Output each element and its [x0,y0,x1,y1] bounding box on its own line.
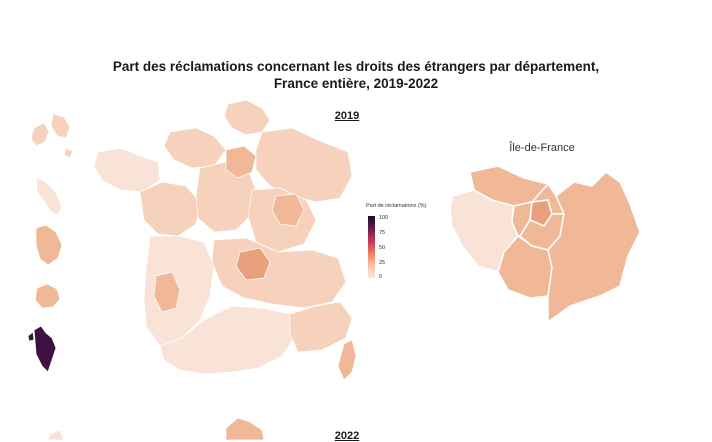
legend-color-bar [368,216,375,278]
region-normandie[interactable] [163,127,227,169]
dept-puy-de-dome[interactable] [235,247,271,281]
chart-title-line2: France entière, 2019-2022 [273,76,439,91]
dept-77[interactable] [547,171,641,324]
la-reunion[interactable] [34,283,61,309]
legend-tick-0: 0 [379,274,383,280]
legend-title: Part de réclamations (%) [366,203,427,209]
region-nord[interactable] [223,99,271,136]
overseas-territories [27,113,74,373]
dept-cote-dor[interactable] [271,193,305,227]
region-paca[interactable] [289,301,353,353]
idf-inset-2019 [449,165,641,324]
region-pays-de-la-loire[interactable] [139,181,201,237]
region-grand-est[interactable] [255,127,353,203]
corse[interactable] [337,339,357,381]
dept-gironde[interactable] [153,271,181,313]
france-metropole-2019 [93,99,357,381]
guadeloupe-2022[interactable] [47,429,65,440]
martinique[interactable] [35,177,63,216]
region-idf[interactable] [225,145,257,179]
guadeloupe[interactable] [30,113,74,159]
idf-inset-label: Île-de-France [509,142,575,154]
legend-tick-100: 100 [379,215,389,221]
legend-tick-25: 25 [379,260,386,266]
legend-tick-75: 75 [379,230,386,236]
legend-tick-50: 50 [379,245,386,251]
region-nord-2022[interactable] [225,417,265,440]
year-label-2019: 2019 [334,110,360,122]
france-metropole-2022-partial [47,417,265,440]
region-occitanie[interactable] [159,305,297,375]
year-label-2022: 2022 [334,430,360,442]
chart-title-line1: Part des réclamations concernant les dro… [112,59,600,74]
guyane[interactable] [35,224,63,266]
mayotte[interactable] [27,325,57,373]
region-bretagne[interactable] [93,147,161,193]
